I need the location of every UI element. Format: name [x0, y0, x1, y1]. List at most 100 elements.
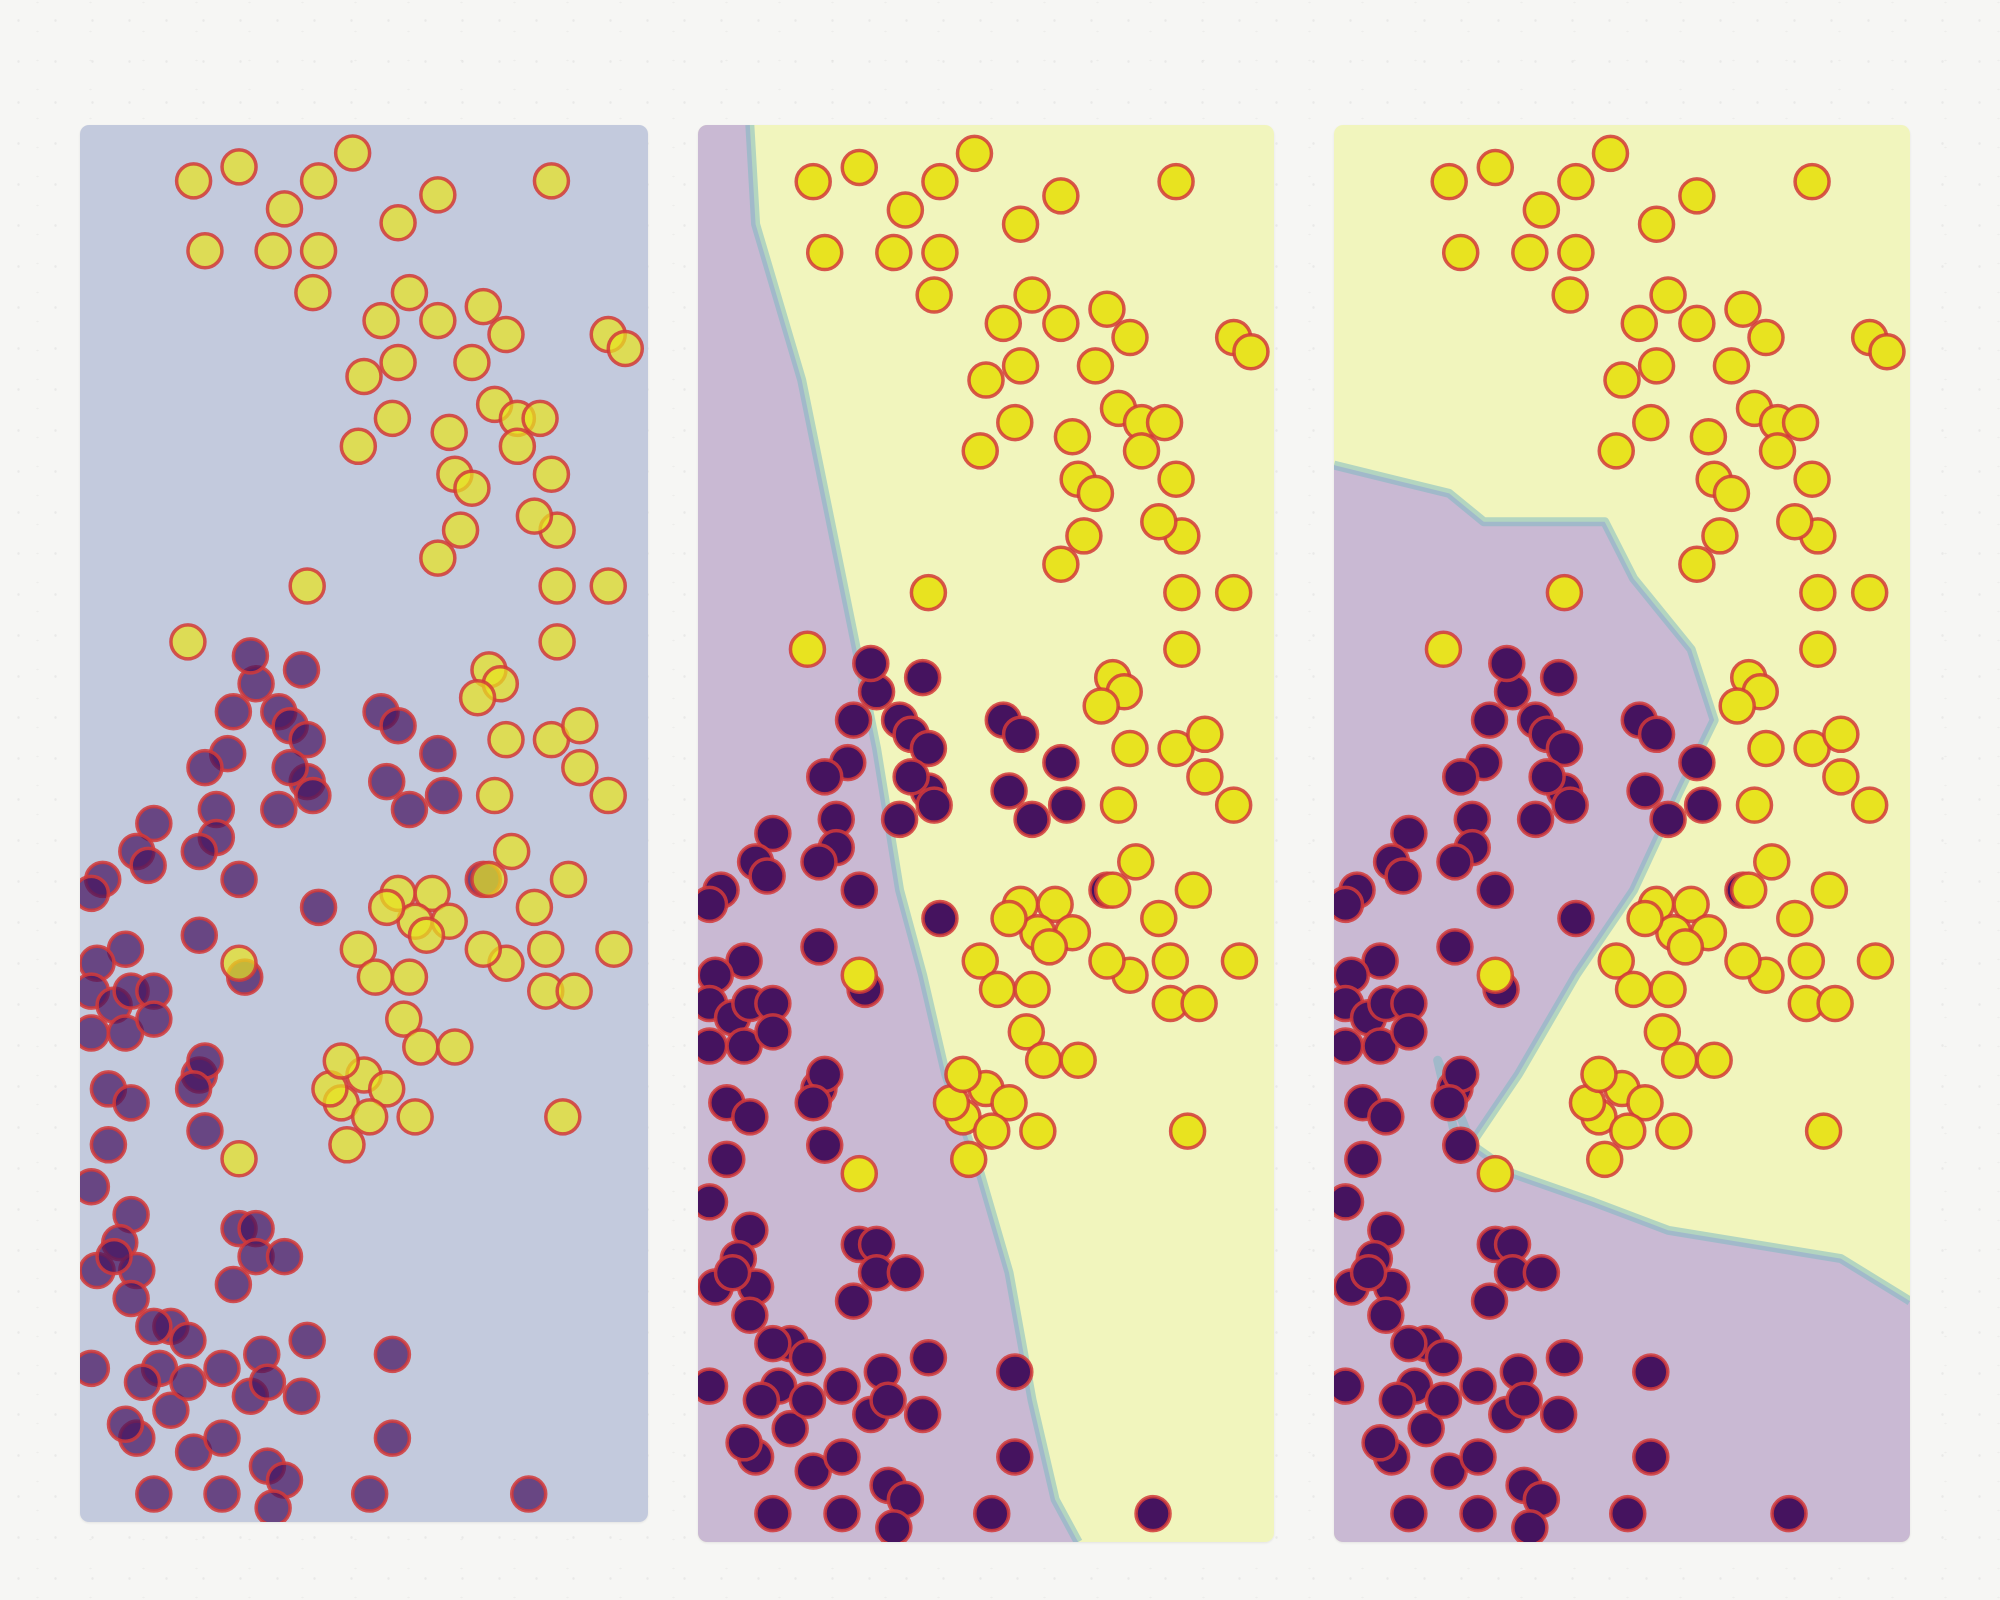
- class1-point: [1001, 205, 1040, 243]
- class0-point: [903, 1395, 942, 1434]
- class0-point: [367, 762, 406, 801]
- class0-point: [1476, 871, 1515, 909]
- class0-point: [996, 1353, 1034, 1391]
- class1-point: [373, 399, 412, 438]
- class1-point: [1695, 1041, 1733, 1079]
- class0-point: [231, 637, 270, 675]
- class1-point: [561, 706, 599, 745]
- class0-point: [80, 874, 111, 913]
- class1-point: [595, 930, 633, 968]
- class1-point: [909, 573, 948, 612]
- class1-point: [1111, 729, 1149, 768]
- class1-point: [532, 162, 571, 200]
- class0-point: [990, 772, 1028, 810]
- class0-point: [852, 644, 890, 683]
- class1-point: [441, 511, 480, 549]
- class1-point: [413, 874, 451, 913]
- class1-point: [1117, 843, 1155, 881]
- class1-point: [967, 361, 1005, 399]
- class0-point: [1637, 715, 1676, 754]
- class0-point: [823, 1494, 861, 1533]
- class1-point: [996, 403, 1034, 442]
- class1-point: [430, 413, 468, 452]
- class1-point: [186, 231, 224, 270]
- class0-point: [731, 1296, 769, 1335]
- class1-point: [549, 860, 588, 899]
- class0-point: [1557, 899, 1595, 938]
- class0-point: [996, 1438, 1034, 1476]
- class1-point: [840, 1154, 879, 1193]
- class1-point: [1036, 885, 1074, 924]
- class1-point: [169, 623, 207, 661]
- class0-point: [1390, 1013, 1428, 1051]
- class0-point: [265, 1237, 304, 1276]
- class1-point: [1747, 729, 1785, 768]
- class0-point: [1407, 1409, 1445, 1448]
- class0-point: [135, 804, 173, 843]
- class0-point: [248, 1363, 287, 1402]
- class1-point: [1804, 1112, 1843, 1150]
- class1-point: [915, 276, 953, 314]
- class1-point: [1476, 1154, 1515, 1193]
- scatter-plot-left: [80, 125, 648, 1522]
- class1-point: [487, 315, 525, 354]
- class0-point: [220, 860, 258, 899]
- class0-point: [1511, 1509, 1549, 1542]
- class1-point: [1053, 417, 1092, 456]
- class1-point: [1729, 871, 1768, 909]
- class0-point: [1678, 743, 1716, 782]
- class1-point: [1643, 1013, 1682, 1051]
- class1-point: [1424, 630, 1463, 669]
- class1-point: [385, 1000, 423, 1038]
- class1-point: [961, 432, 999, 470]
- class0-point: [1390, 1324, 1428, 1363]
- class0-point: [1042, 743, 1080, 782]
- class1-point: [1678, 177, 1716, 215]
- class0-point: [260, 790, 298, 829]
- class0-point: [788, 1381, 827, 1420]
- class1-point: [1082, 687, 1120, 725]
- class0-point: [788, 1339, 827, 1377]
- class0-point: [80, 1167, 111, 1206]
- class1-point: [1551, 276, 1589, 314]
- class0-point: [1626, 772, 1664, 810]
- class1-point: [1666, 928, 1705, 966]
- class1-point: [1787, 942, 1826, 980]
- class1-point: [532, 455, 571, 493]
- class1-point: [1724, 942, 1762, 980]
- class1-point: [339, 930, 378, 968]
- class1-point: [1735, 786, 1774, 824]
- class0-point: [1545, 1339, 1584, 1377]
- class1-point: [1557, 233, 1595, 272]
- class0-point: [1632, 1353, 1670, 1391]
- class1-point: [419, 539, 457, 577]
- class0-point: [1459, 1494, 1497, 1533]
- class1-point: [1649, 276, 1687, 314]
- class0-point: [186, 1112, 224, 1150]
- class1-point: [886, 191, 925, 229]
- class0-point: [174, 1070, 213, 1108]
- class0-point: [754, 1013, 792, 1051]
- class0-point: [794, 1083, 832, 1122]
- class1-point: [1793, 460, 1831, 498]
- class1-point: [1076, 347, 1115, 385]
- class1-point: [1776, 503, 1814, 541]
- class1-point: [333, 134, 372, 172]
- class0-point: [840, 871, 879, 909]
- class1-point: [470, 860, 508, 899]
- class1-point: [339, 427, 378, 466]
- class1-point: [379, 204, 417, 242]
- class0-point: [424, 776, 463, 815]
- class0-point: [805, 758, 844, 796]
- class0-point: [1378, 1381, 1417, 1420]
- class1-point: [1186, 715, 1224, 754]
- class1-point: [1580, 1055, 1618, 1094]
- class1-point: [498, 427, 537, 466]
- class1-point: [1163, 573, 1201, 612]
- class1-point: [1214, 573, 1253, 612]
- class0-point: [299, 888, 338, 927]
- class0-point: [713, 1254, 752, 1292]
- class1-point: [921, 233, 959, 272]
- class1-point: [1511, 233, 1549, 272]
- class0-point: [1047, 786, 1086, 824]
